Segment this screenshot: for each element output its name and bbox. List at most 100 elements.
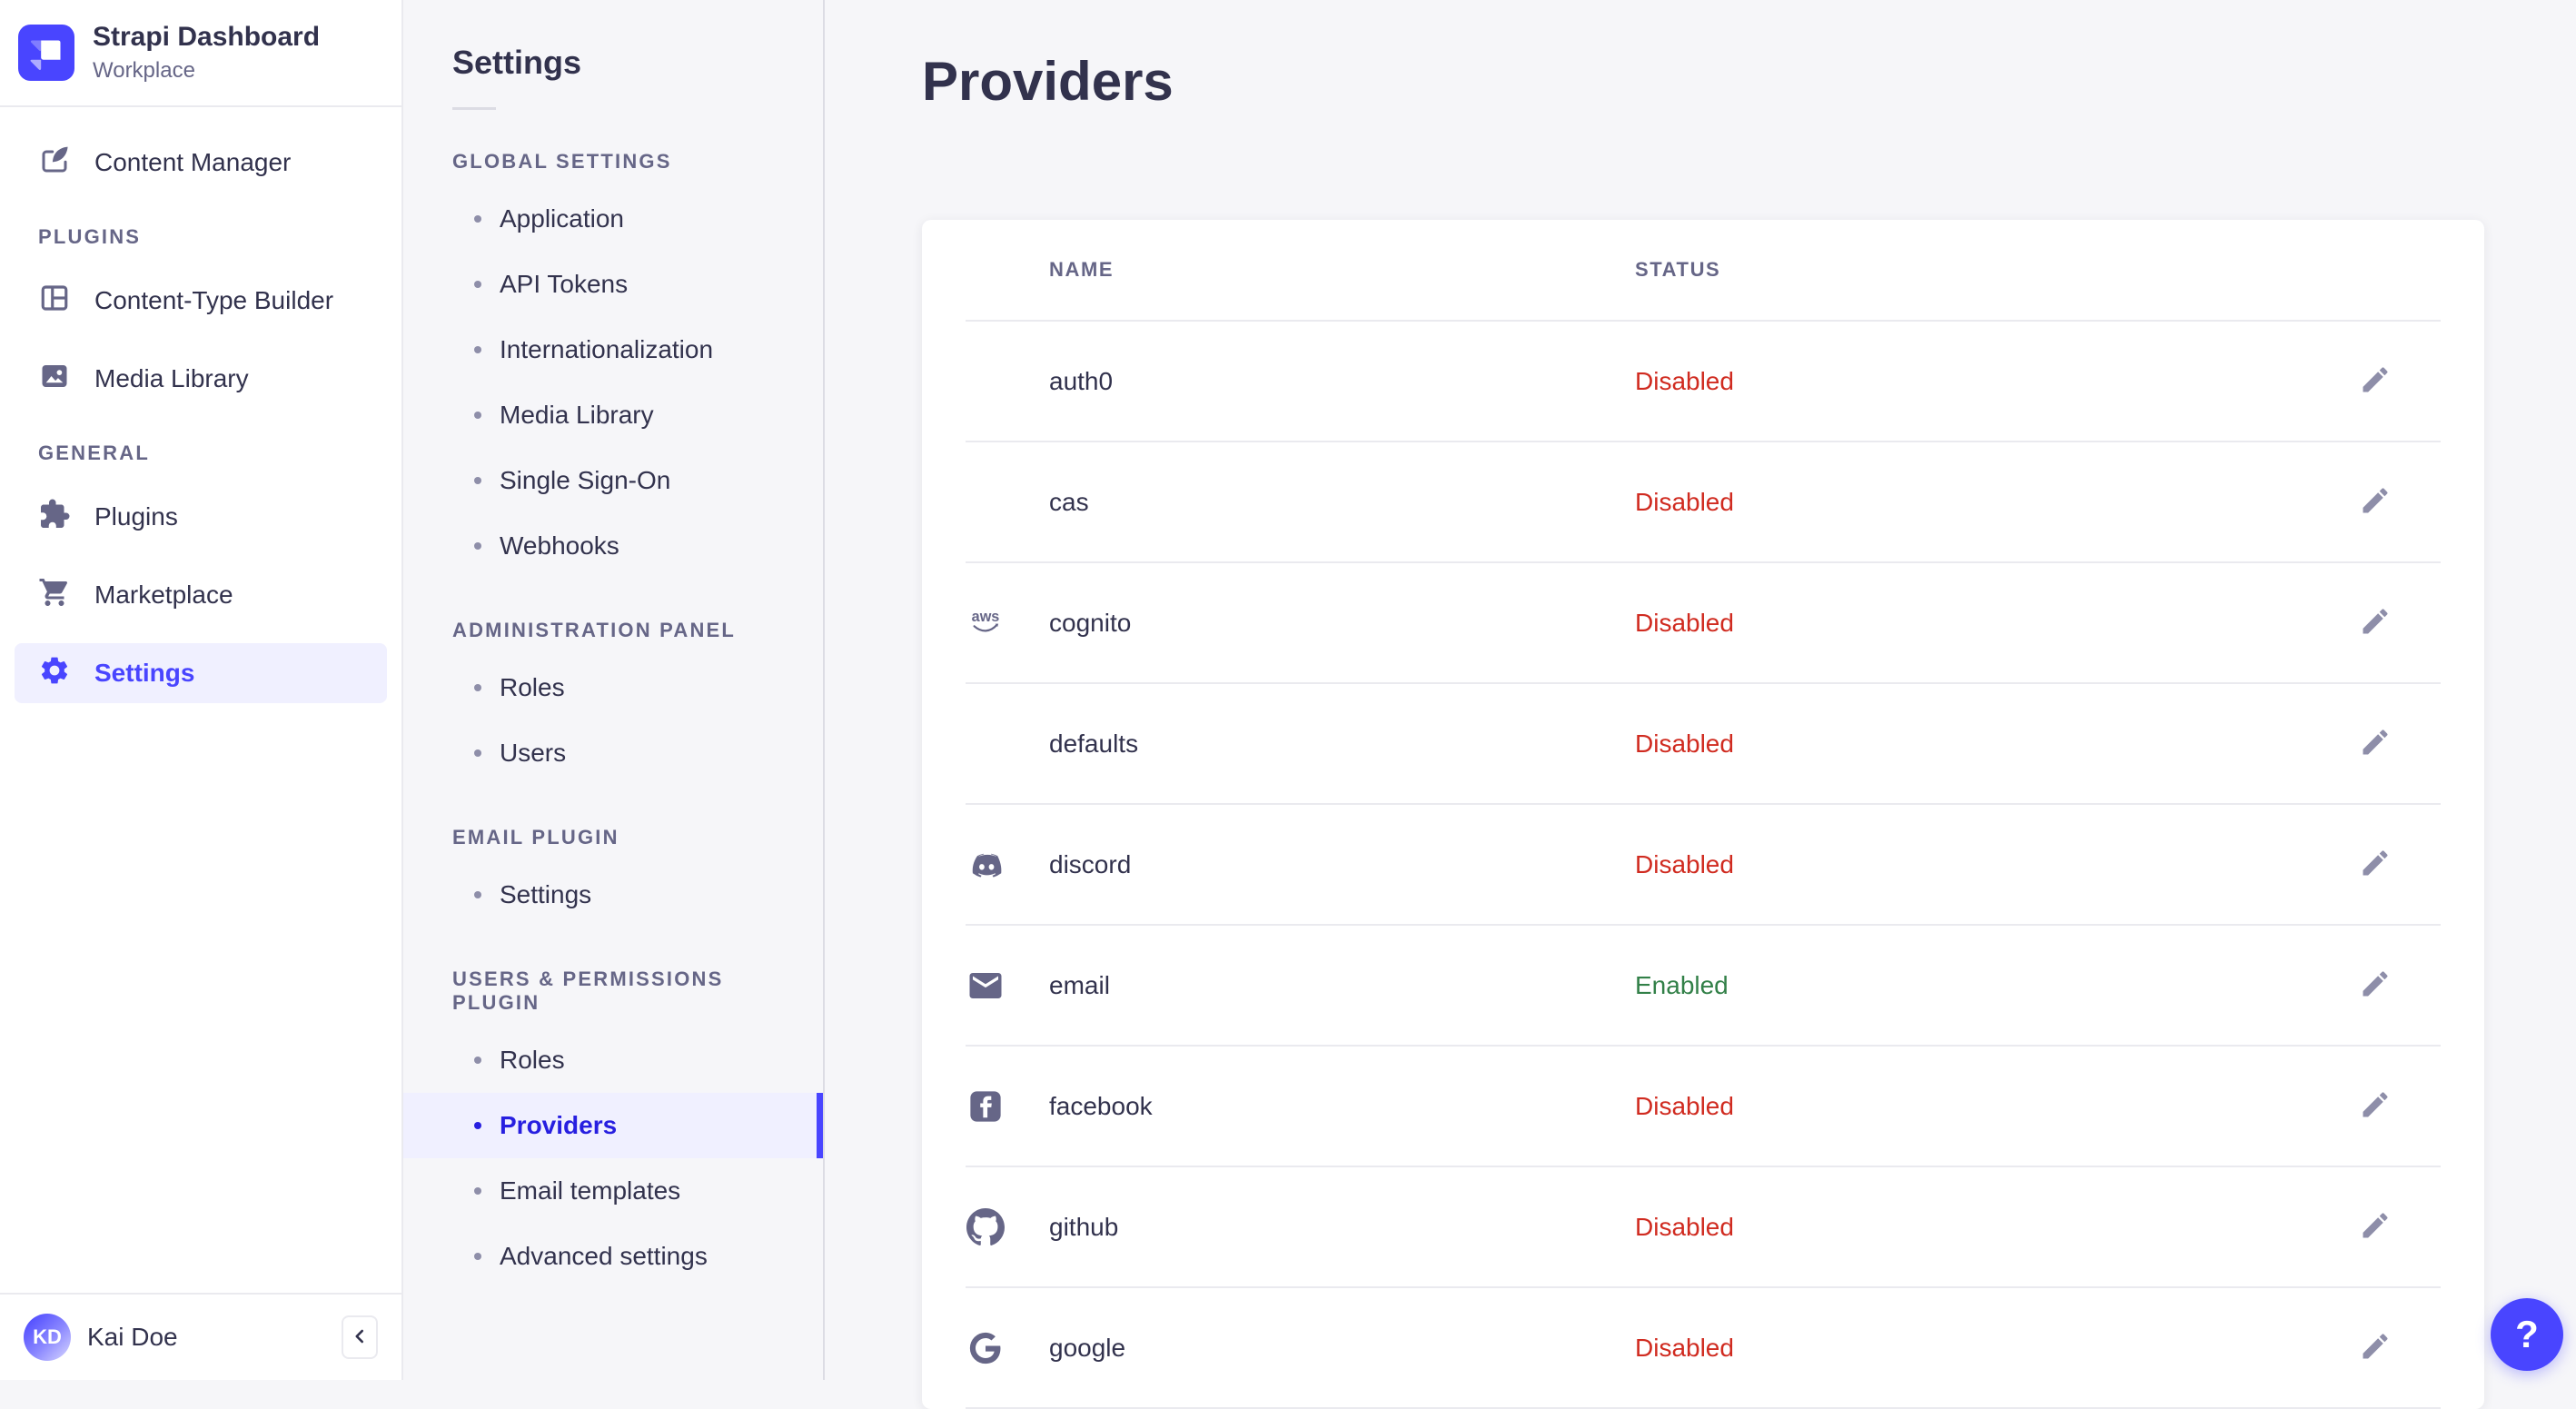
column-header-name: NAME (1049, 258, 1635, 282)
edit-provider-button[interactable] (2357, 1330, 2393, 1366)
chevron-left-icon (348, 1325, 372, 1351)
settings-subnav: Settings GLOBAL SETTINGS Application API… (403, 0, 825, 1380)
bullet-icon (474, 1122, 481, 1129)
subnav-item-admin-users[interactable]: Users (403, 720, 823, 786)
nav-section-general: GENERAL (38, 442, 387, 465)
edit-provider-button[interactable] (2357, 967, 2393, 1004)
workspace-name: Workplace (93, 58, 320, 84)
subnav-item-internationalization[interactable]: Internationalization (403, 317, 823, 382)
edit-provider-button[interactable] (2357, 726, 2393, 762)
pencil-icon (2359, 385, 2392, 399)
edit-provider-button[interactable] (2357, 1209, 2393, 1245)
sidebar-item-media-library[interactable]: Media Library (15, 349, 387, 409)
bullet-icon (474, 346, 481, 353)
subnav-item-up-roles[interactable]: Roles (403, 1027, 823, 1093)
provider-name: email (1049, 971, 1635, 1000)
bullet-icon (474, 891, 481, 898)
pencil-icon (2359, 868, 2392, 882)
pencil-icon (2359, 989, 2392, 1003)
pencil-icon (2359, 1110, 2392, 1124)
bullet-icon (474, 477, 481, 484)
app-title: Strapi Dashboard (93, 22, 320, 54)
edit-provider-button[interactable] (2357, 484, 2393, 521)
provider-name: cas (1049, 488, 1635, 517)
sidebar-item-label: Settings (94, 659, 194, 688)
sidebar-item-marketplace[interactable]: Marketplace (15, 565, 387, 625)
edit-provider-button[interactable] (2357, 363, 2393, 400)
provider-status: Disabled (1635, 850, 2357, 879)
pencil-icon (2359, 748, 2392, 761)
provider-name: cognito (1049, 609, 1635, 638)
sidebar-item-label: Media Library (94, 364, 249, 393)
provider-name: github (1049, 1213, 1635, 1242)
pencil-icon (2359, 627, 2392, 640)
bullet-icon (474, 281, 481, 288)
subnav-item-admin-roles[interactable]: Roles (403, 655, 823, 720)
provider-status: Enabled (1635, 971, 2357, 1000)
page-title: Providers (922, 55, 2576, 109)
bullet-icon (474, 749, 481, 757)
edit-provider-button[interactable] (2357, 1088, 2393, 1125)
facebook-icon (966, 1087, 1006, 1126)
main-sidebar: Strapi Dashboard Workplace Content Manag… (0, 0, 403, 1380)
media-library-icon (38, 360, 71, 397)
subnav-section-users-permissions-plugin: USERS & PERMISSIONS PLUGIN (452, 967, 774, 1015)
edit-provider-button[interactable] (2357, 847, 2393, 883)
subnav-item-api-tokens[interactable]: API Tokens (403, 252, 823, 317)
bullet-icon (474, 1057, 481, 1064)
subnav-item-providers[interactable]: Providers (403, 1093, 823, 1158)
column-header-status: STATUS (1635, 258, 2441, 282)
content-type-builder-icon (38, 282, 71, 319)
sidebar-item-settings[interactable]: Settings (15, 643, 387, 703)
subnav-title: Settings (452, 44, 823, 82)
collapse-sidebar-button[interactable] (342, 1315, 378, 1359)
subnav-item-single-sign-on[interactable]: Single Sign-On (403, 448, 823, 513)
settings-gear-icon (38, 654, 71, 691)
subnav-item-application[interactable]: Application (403, 186, 823, 252)
bullet-icon (474, 684, 481, 691)
pencil-icon (2359, 1231, 2392, 1245)
content-manager-icon (38, 144, 71, 181)
user-name: Kai Doe (87, 1323, 325, 1352)
sidebar-footer: KD Kai Doe (0, 1293, 401, 1380)
provider-name: google (1049, 1334, 1635, 1363)
subnav-item-media-library[interactable]: Media Library (403, 382, 823, 448)
email-icon (966, 967, 1006, 1005)
subnav-item-email-templates[interactable]: Email templates (403, 1158, 823, 1224)
bullet-icon (474, 542, 481, 550)
edit-provider-button[interactable] (2357, 605, 2393, 641)
brand-text: Strapi Dashboard Workplace (93, 22, 320, 84)
provider-status: Disabled (1635, 488, 2357, 517)
google-icon (966, 1329, 1006, 1367)
svg-text:aws: aws (972, 609, 1000, 625)
pencil-icon (2359, 506, 2392, 520)
sidebar-item-plugins[interactable]: Plugins (15, 487, 387, 547)
subnav-item-email-settings[interactable]: Settings (403, 862, 823, 928)
subnav-item-webhooks[interactable]: Webhooks (403, 513, 823, 579)
provider-name: defaults (1049, 729, 1635, 759)
user-avatar[interactable]: KD (24, 1314, 71, 1361)
sidebar-item-label: Marketplace (94, 580, 233, 610)
marketplace-icon (38, 576, 71, 613)
sidebar-item-label: Content Manager (94, 148, 291, 177)
bullet-icon (474, 412, 481, 419)
sidebar-item-content-type-builder[interactable]: Content-Type Builder (15, 271, 387, 331)
brand: Strapi Dashboard Workplace (0, 0, 401, 107)
sidebar-item-content-manager[interactable]: Content Manager (15, 133, 387, 193)
provider-name: auth0 (1049, 367, 1635, 396)
subnav-divider (452, 107, 496, 110)
sidebar-item-label: Plugins (94, 502, 178, 531)
subnav-item-advanced-settings[interactable]: Advanced settings (403, 1224, 823, 1289)
subnav-section-global-settings: GLOBAL SETTINGS (452, 150, 774, 174)
sidebar-item-label: Content-Type Builder (94, 286, 333, 315)
help-button[interactable]: ? (2491, 1298, 2563, 1371)
